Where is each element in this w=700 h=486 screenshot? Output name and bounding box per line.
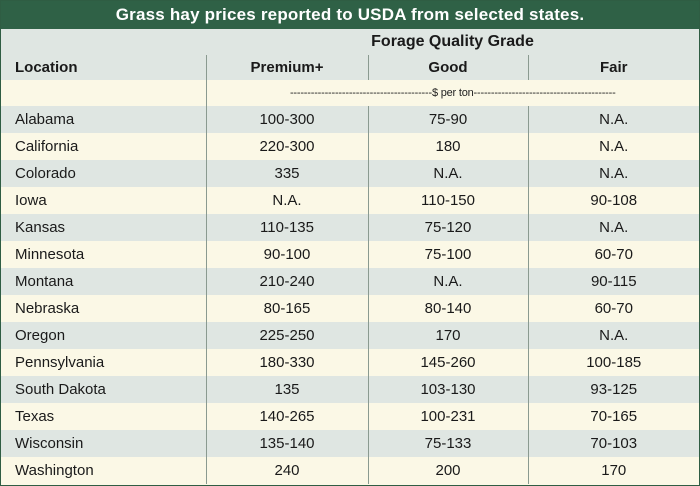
fair-cell: 170 [527, 457, 700, 484]
location-cell: Oregon [1, 322, 206, 349]
location-cell: Washington [1, 457, 206, 484]
premium-cell: 140-265 [205, 403, 368, 430]
good-cell: 75-90 [367, 106, 528, 133]
table-row: Texas 140-265 100-231 70-165 [1, 403, 700, 430]
good-cell: 75-100 [367, 241, 528, 268]
premium-cell: 135-140 [205, 430, 368, 457]
premium-cell: 110-135 [205, 214, 368, 241]
good-cell: 170 [367, 322, 528, 349]
price-table: Forage Quality Grade Location Premium+ G… [1, 29, 700, 484]
location-cell: Kansas [1, 214, 206, 241]
premium-cell: 90-100 [205, 241, 368, 268]
location-cell: Alabama [1, 106, 206, 133]
fair-cell: N.A. [527, 106, 700, 133]
fair-cell: 70-165 [527, 403, 700, 430]
good-cell: 100-231 [367, 403, 528, 430]
fair-header: Fair [527, 55, 700, 80]
location-cell: Pennsylvania [1, 349, 206, 376]
premium-header: Premium+ [205, 55, 368, 80]
good-cell: 180 [367, 133, 528, 160]
location-cell: Texas [1, 403, 206, 430]
fair-cell: N.A. [527, 133, 700, 160]
unit-row: ----------------------------------------… [1, 80, 700, 106]
premium-cell: 135 [205, 376, 368, 403]
premium-cell: 180-330 [205, 349, 368, 376]
fair-cell: 60-70 [527, 241, 700, 268]
unit-label: ----------------------------------------… [205, 80, 700, 106]
table-row: Montana 210-240 N.A. 90-115 [1, 268, 700, 295]
fair-cell: 90-108 [527, 187, 700, 214]
good-cell: 103-130 [367, 376, 528, 403]
good-cell: 200 [367, 457, 528, 484]
premium-cell: 335 [205, 160, 368, 187]
location-cell: Wisconsin [1, 430, 206, 457]
forage-quality-grade-header: Forage Quality Grade [206, 29, 700, 55]
header-empty-cell [1, 29, 206, 55]
premium-cell: 225-250 [205, 322, 368, 349]
premium-cell: 240 [205, 457, 368, 484]
premium-cell: 80-165 [205, 295, 368, 322]
table-row: Alabama 100-300 75-90 N.A. [1, 106, 700, 133]
premium-cell: 220-300 [205, 133, 368, 160]
table-row: Iowa N.A. 110-150 90-108 [1, 187, 700, 214]
location-header: Location [1, 55, 206, 80]
fair-cell: N.A. [527, 322, 700, 349]
table-row: Kansas 110-135 75-120 N.A. [1, 214, 700, 241]
table-row: Colorado 335 N.A. N.A. [1, 160, 700, 187]
location-cell: South Dakota [1, 376, 206, 403]
good-cell: 75-120 [367, 214, 528, 241]
location-cell: Montana [1, 268, 206, 295]
table-body: Alabama 100-300 75-90 N.A. California 220-300… [1, 106, 700, 484]
table-row: Minnesota 90-100 75-100 60-70 [1, 241, 700, 268]
table-row: Nebraska 80-165 80-140 60-70 [1, 295, 700, 322]
fair-cell: 60-70 [527, 295, 700, 322]
good-header: Good [367, 55, 528, 80]
fair-cell: N.A. [527, 160, 700, 187]
location-cell: Minnesota [1, 241, 206, 268]
location-cell: Nebraska [1, 295, 206, 322]
good-cell: N.A. [367, 268, 528, 295]
good-cell: 110-150 [367, 187, 528, 214]
fair-cell: 70-103 [527, 430, 700, 457]
fair-cell: N.A. [527, 214, 700, 241]
unit-empty-cell [1, 80, 206, 106]
table-row: California 220-300 180 N.A. [1, 133, 700, 160]
table-row: South Dakota 135 103-130 93-125 [1, 376, 700, 403]
header-group-row: Forage Quality Grade [1, 29, 700, 55]
good-cell: N.A. [367, 160, 528, 187]
table-row: Oregon 225-250 170 N.A. [1, 322, 700, 349]
header-column-row: Location Premium+ Good Fair [1, 55, 700, 80]
good-cell: 145-260 [367, 349, 528, 376]
location-cell: Iowa [1, 187, 206, 214]
premium-cell: 100-300 [205, 106, 368, 133]
good-cell: 80-140 [367, 295, 528, 322]
premium-cell: N.A. [205, 187, 368, 214]
location-cell: Colorado [1, 160, 206, 187]
premium-cell: 210-240 [205, 268, 368, 295]
table-row: Washington 240 200 170 [1, 457, 700, 484]
table-row: Wisconsin 135-140 75-133 70-103 [1, 430, 700, 457]
fair-cell: 100-185 [527, 349, 700, 376]
good-cell: 75-133 [367, 430, 528, 457]
table-row: Pennsylvania 180-330 145-260 100-185 [1, 349, 700, 376]
table-title: Grass hay prices reported to USDA from s… [1, 1, 699, 29]
location-cell: California [1, 133, 206, 160]
fair-cell: 90-115 [527, 268, 700, 295]
fair-cell: 93-125 [527, 376, 700, 403]
